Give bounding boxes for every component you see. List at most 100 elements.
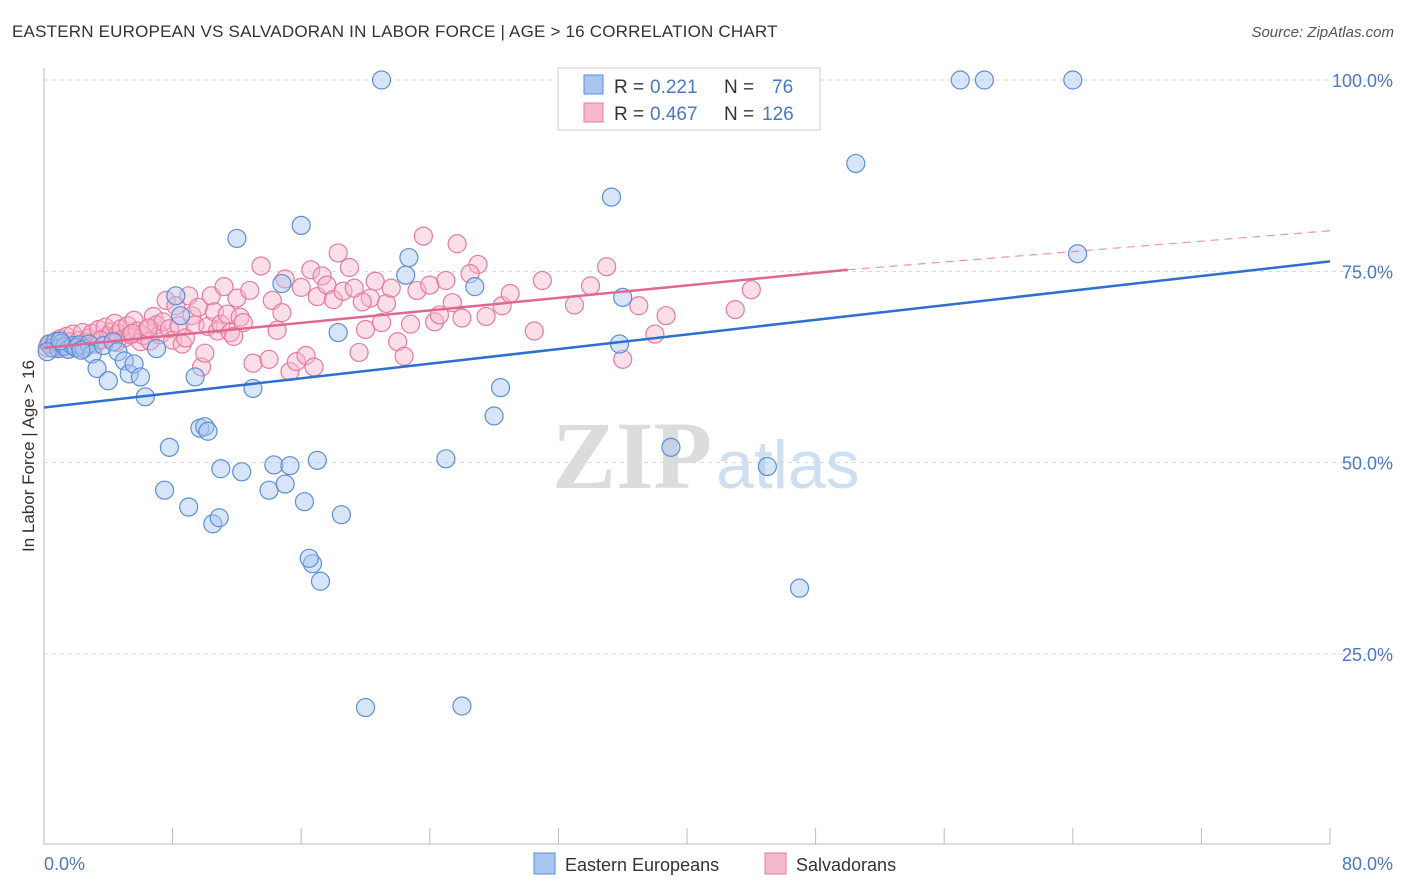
eastern-european-point-66 bbox=[789, 578, 810, 598]
eastern-europeans-trend-line bbox=[43, 260, 1331, 409]
y-axis-title: In Labor Force | Age > 16 bbox=[19, 360, 38, 552]
salvadoran-point-64 bbox=[251, 256, 271, 276]
salvadoran-point-76 bbox=[312, 266, 332, 286]
eastern-european-point-15 bbox=[98, 371, 118, 391]
salvadoran-point-92 bbox=[400, 314, 421, 334]
pink-swatch bbox=[583, 102, 604, 123]
eastern-european-point-37 bbox=[232, 462, 252, 482]
eastern-european-point-28 bbox=[179, 497, 199, 517]
salvadoran-point-79 bbox=[328, 243, 348, 263]
salvadoran-point-40 bbox=[166, 296, 186, 316]
eastern-european-point-29 bbox=[185, 367, 205, 387]
salvadoran-point-120 bbox=[304, 357, 324, 377]
salvadorans-trend-extension bbox=[847, 230, 1331, 271]
eastern-european-point-57 bbox=[465, 277, 485, 297]
legend-r-label-pink: R = bbox=[614, 104, 644, 125]
salvadoran-point-121 bbox=[352, 292, 372, 312]
eastern-european-point-19 bbox=[119, 364, 139, 384]
eastern-european-point-27 bbox=[171, 306, 191, 326]
salvadoran-point-94 bbox=[413, 226, 433, 246]
eastern-european-point-36 bbox=[227, 228, 247, 249]
eastern-european-point-52 bbox=[371, 70, 392, 90]
salvadoran-point-93 bbox=[407, 280, 427, 301]
salvadoran-point-109 bbox=[613, 349, 633, 369]
salvadoran-point-49 bbox=[195, 343, 215, 363]
salvadoran-point-112 bbox=[656, 306, 676, 326]
x-tick-label-min: 0.0% bbox=[44, 854, 85, 874]
eastern-european-point-54 bbox=[399, 247, 419, 268]
source-credit: Source: ZipAtlas.com bbox=[1251, 24, 1394, 41]
y-tick-label-100: 100.0% bbox=[1332, 71, 1393, 91]
salvadoran-point-110 bbox=[629, 296, 649, 316]
eastern-european-point-35 bbox=[211, 459, 231, 479]
salvadoran-point-71 bbox=[286, 352, 306, 372]
blue-swatch bbox=[583, 74, 604, 95]
watermark-atlas: atlas bbox=[716, 427, 860, 503]
salvadoran-point-105 bbox=[500, 283, 520, 304]
salvadoran-point-55 bbox=[214, 277, 234, 297]
y-tick-label-75: 75.0% bbox=[1342, 262, 1393, 282]
eastern-european-point-49 bbox=[331, 505, 351, 525]
eastern-european-point-24 bbox=[154, 480, 175, 500]
eastern-european-point-75 bbox=[299, 548, 319, 568]
eastern-european-point-59 bbox=[490, 378, 511, 398]
legend-label-eastern-europeans: Eastern Europeans bbox=[565, 855, 719, 875]
eastern-european-point-43 bbox=[280, 456, 300, 476]
eastern-european-point-58 bbox=[484, 406, 504, 426]
salvadoran-point-37 bbox=[156, 290, 176, 311]
salvadoran-point-87 bbox=[371, 313, 392, 333]
eastern-european-point-48 bbox=[310, 571, 331, 591]
eastern-european-point-45 bbox=[294, 492, 315, 512]
salvadoran-point-113 bbox=[725, 299, 745, 320]
legend-n-value-pink: 126 bbox=[762, 104, 794, 125]
eastern-european-point-34 bbox=[209, 508, 229, 528]
eastern-european-point-55 bbox=[436, 449, 456, 469]
eastern-european-point-53 bbox=[396, 265, 416, 285]
salvadoran-point-72 bbox=[291, 277, 311, 297]
eastern-european-point-67 bbox=[846, 153, 866, 174]
salvadoran-point-86 bbox=[365, 271, 385, 291]
salvadoran-point-125 bbox=[741, 280, 761, 300]
legend-swatch-salvadorans bbox=[764, 852, 787, 875]
eastern-european-point-56 bbox=[452, 696, 472, 716]
watermark-zip: ZIP bbox=[552, 402, 712, 509]
eastern-european-point-41 bbox=[272, 273, 292, 294]
salvadoran-point-100 bbox=[447, 234, 467, 254]
salvadoran-point-108 bbox=[597, 257, 617, 277]
eastern-european-point-39 bbox=[259, 480, 279, 500]
eastern-european-point-64 bbox=[661, 437, 681, 457]
salvadoran-point-60 bbox=[230, 307, 250, 327]
eastern-european-point-44 bbox=[291, 215, 311, 236]
salvadoran-point-81 bbox=[339, 257, 360, 278]
stats-legend: R = 0.221 N = 76 R = 0.467 N = 126 bbox=[557, 67, 821, 131]
eastern-europeans-points bbox=[37, 70, 1088, 718]
eastern-european-point-23 bbox=[146, 339, 167, 359]
eastern-european-point-26 bbox=[166, 286, 186, 306]
legend-n-label-blue: N = bbox=[724, 77, 754, 98]
salvadoran-point-111 bbox=[645, 324, 665, 344]
eastern-european-point-68 bbox=[950, 70, 970, 90]
x-ticks bbox=[43, 828, 1331, 844]
salvadoran-point-58 bbox=[224, 326, 244, 346]
chart-title: EASTERN EUROPEAN VS SALVADORAN IN LABOR … bbox=[12, 22, 778, 41]
eastern-european-point-71 bbox=[1068, 244, 1088, 264]
salvadoran-point-68 bbox=[272, 303, 292, 323]
legend-r-value-blue: 0.221 bbox=[650, 77, 698, 98]
eastern-european-point-65 bbox=[757, 456, 777, 477]
trend-lines bbox=[43, 230, 1331, 409]
x-tick-label-max: 80.0% bbox=[1342, 854, 1393, 874]
salvadoran-point-95 bbox=[420, 275, 440, 295]
eastern-european-point-61 bbox=[601, 187, 622, 207]
series-legend: Eastern Europeans Salvadorans bbox=[533, 852, 896, 875]
eastern-european-point-32 bbox=[198, 421, 218, 441]
salvadorans-trend-line bbox=[43, 268, 848, 350]
salvadoran-point-89 bbox=[381, 278, 401, 298]
salvadoran-point-88 bbox=[376, 293, 396, 314]
legend-r-value-pink: 0.467 bbox=[650, 104, 698, 125]
legend-n-label-pink: N = bbox=[724, 104, 754, 125]
eastern-european-point-13 bbox=[87, 358, 107, 379]
salvadoran-point-91 bbox=[394, 346, 414, 366]
legend-r-label-blue: R = bbox=[614, 77, 644, 98]
eastern-european-point-42 bbox=[275, 474, 295, 494]
